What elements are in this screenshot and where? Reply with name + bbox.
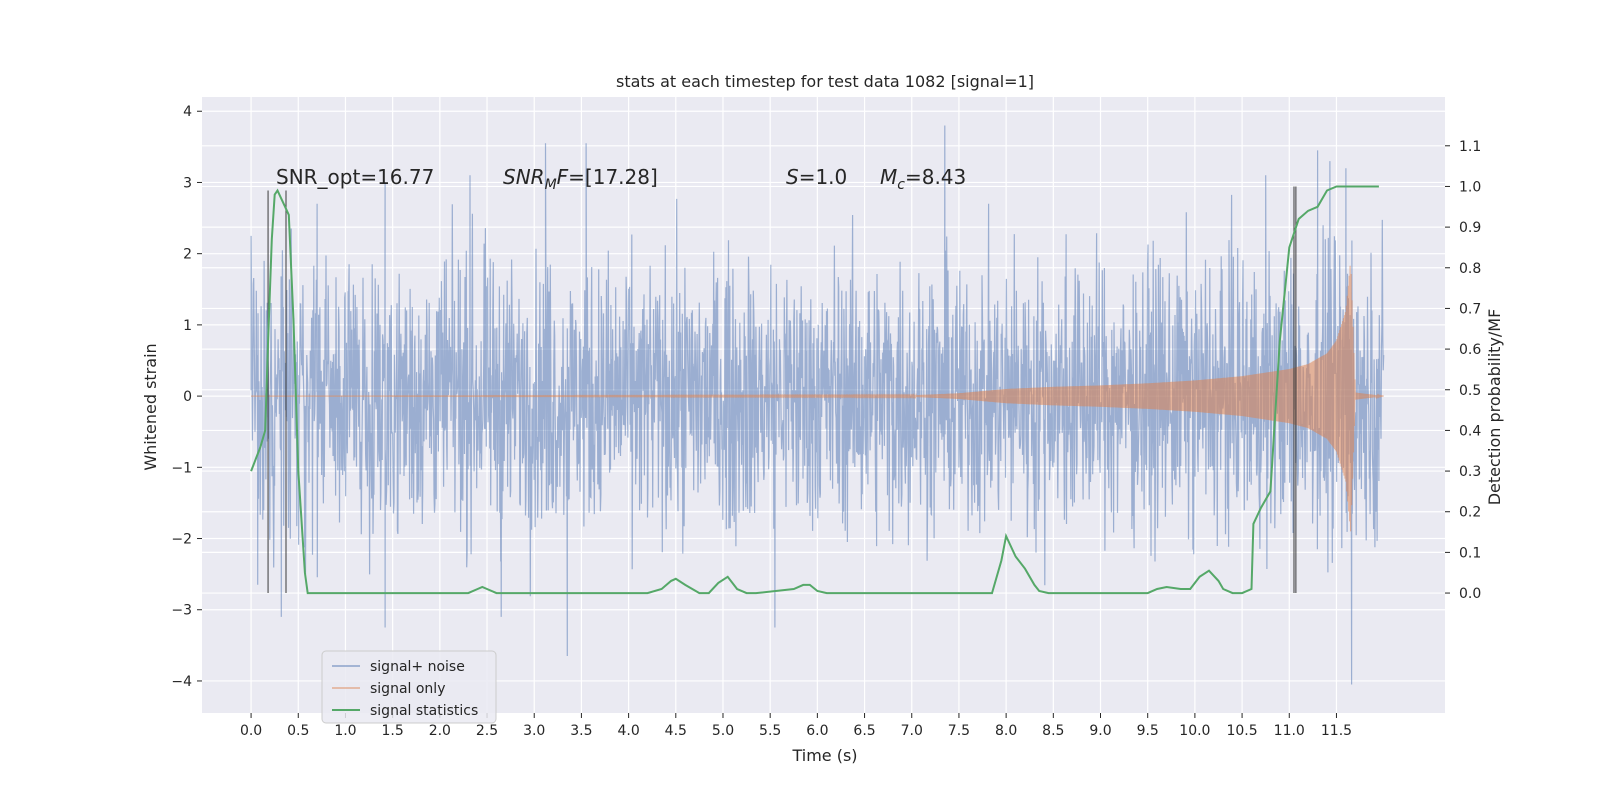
series-signal-only: [251, 265, 1384, 532]
y2-tick-label: 1.0: [1459, 179, 1481, 195]
legend-entry: signal statistics: [370, 703, 478, 719]
x-axis-label: Time (s): [791, 746, 857, 765]
x-tick-label: 9.5: [1137, 723, 1159, 739]
y2-tick-label: 0.7: [1459, 301, 1481, 317]
signal-only-line: [251, 265, 1384, 532]
legend-entry: signal only: [370, 681, 445, 697]
legend-box: [321, 650, 497, 724]
series-signal-noise: [250, 125, 1385, 685]
y-tick-label: 0: [183, 389, 192, 405]
y2-tick-label: 0.9: [1459, 220, 1481, 236]
y-tick-label: 2: [183, 247, 192, 263]
x-tick-label: 2.5: [476, 723, 498, 739]
chart-title: stats at each timestep for test data 108…: [616, 72, 1034, 91]
y2-tick-label: 0.2: [1459, 505, 1481, 521]
x-tick-label: 6.0: [806, 723, 828, 739]
signal-noise-line: [250, 125, 1385, 685]
y-tick-label: −3: [171, 603, 192, 619]
x-tick-label: 10.5: [1226, 723, 1257, 739]
annotation-2: S=1.0: [786, 165, 847, 189]
signal-statistics-line: [250, 185, 1379, 595]
y2-tick-label: 0.0: [1459, 586, 1481, 602]
y2-tick-label: 0.4: [1459, 423, 1481, 439]
x-tick-label: 3.5: [570, 723, 592, 739]
x-tick-label: 0.5: [287, 723, 309, 739]
y2-tick-label: 0.3: [1459, 464, 1481, 480]
x-tick-label: 8.5: [1042, 723, 1064, 739]
annotation-1: SNRMF=[17.28]: [503, 165, 658, 193]
y-tick-label: −1: [171, 460, 192, 476]
annotation-0: SNR_opt=16.77: [276, 165, 434, 189]
y-axis-label: Whitened strain: [141, 343, 160, 470]
y-tick-label: 4: [183, 104, 192, 120]
y2-axis-label: Detection probability/MF: [1485, 309, 1504, 506]
x-tick-label: 3.0: [523, 723, 545, 739]
x-tick-label: 11.5: [1321, 723, 1352, 739]
x-tick-label: 7.5: [948, 723, 970, 739]
series-signal-statistics: [250, 185, 1379, 595]
x-tick-label: 0.0: [240, 723, 262, 739]
x-tick-label: 5.0: [712, 723, 734, 739]
x-tick-label: 8.0: [995, 723, 1017, 739]
x-tick-label: 7.0: [901, 723, 923, 739]
y2-tick-label: 0.1: [1459, 545, 1481, 561]
x-tick-label: 4.0: [617, 723, 639, 739]
y2-tick-label: 1.1: [1459, 139, 1481, 155]
x-tick-label: 1.0: [334, 723, 356, 739]
y2-tick-label: 0.6: [1459, 342, 1481, 358]
y2-tick-label: 0.8: [1459, 261, 1481, 277]
x-tick-label: 2.0: [429, 723, 451, 739]
x-tick-label: 9.0: [1089, 723, 1111, 739]
x-tick-label: 1.5: [382, 723, 404, 739]
x-tick-label: 6.5: [853, 723, 875, 739]
annotation-3: Mc=8.43: [880, 165, 966, 193]
legend-entry: signal+ noise: [370, 659, 465, 675]
annotations: SNR_opt=16.77 SNRMF=[17.28] S=1.0 Mc=8.43: [276, 165, 966, 193]
y-tick-label: −2: [171, 532, 192, 548]
x-tick-label: 5.5: [759, 723, 781, 739]
y-tick-label: 3: [183, 175, 192, 191]
y-tick-label: 1: [183, 318, 192, 334]
y2-tick-label: 0.5: [1459, 383, 1481, 399]
x-tick-label: 4.5: [665, 723, 687, 739]
vertical-marker-lines: [267, 186, 1297, 594]
y-tick-label: −4: [171, 674, 192, 690]
x-tick-label: 11.0: [1274, 723, 1305, 739]
axes: 0.0 0.5 1.0 1.5 2.0 2.5 3.0 3.5 4.0 4.5 5.0 5.5 6.0 6…: [171, 104, 1481, 739]
x-tick-label: 10.0: [1179, 723, 1210, 739]
legend: signal+ noise signal only signal statistic…: [321, 650, 497, 724]
